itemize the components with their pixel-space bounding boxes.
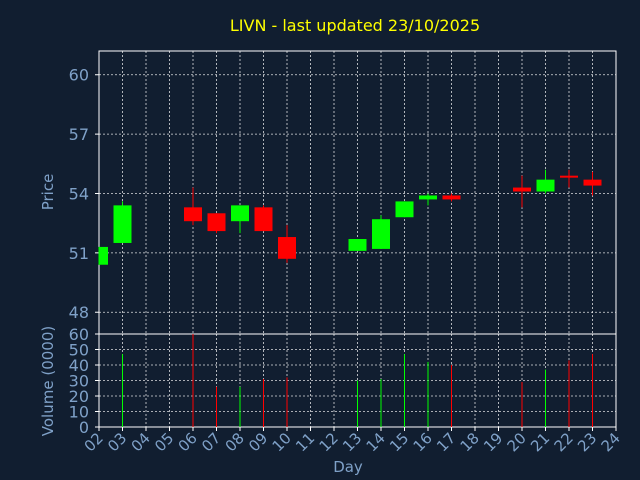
candle-body	[184, 207, 202, 222]
candle	[560, 169, 578, 188]
candle	[536, 169, 555, 194]
candle	[278, 225, 296, 263]
candle	[395, 201, 414, 218]
candle-body	[348, 239, 367, 251]
day-axis-ticks: 0203040506070809101112131415161718192021…	[81, 427, 624, 455]
price-tick-label: 60	[69, 66, 89, 85]
price-tick-label: 48	[69, 303, 89, 322]
candle-body	[99, 246, 108, 265]
price-tick-label: 57	[69, 125, 89, 144]
price-tick-label: 54	[69, 184, 89, 203]
volume-tick-label: 0	[79, 418, 89, 437]
candle-body	[372, 219, 390, 249]
candle	[442, 193, 461, 202]
candle	[513, 175, 531, 208]
candle-body	[560, 175, 578, 178]
candle	[113, 201, 132, 243]
volume-tick-label: 60	[69, 325, 89, 344]
candle-body	[395, 201, 414, 218]
candle	[98, 246, 108, 265]
candlestick-series	[98, 169, 602, 265]
candle-body	[419, 195, 437, 200]
candle-body	[207, 213, 226, 232]
volume-tick-label: 40	[69, 356, 89, 375]
volume-series	[122, 334, 593, 427]
price-tick-label: 51	[69, 244, 89, 263]
candle	[348, 239, 367, 251]
volume-tick-label: 10	[69, 403, 89, 422]
candle-body	[442, 195, 461, 200]
candle-body	[583, 179, 602, 186]
candle	[207, 213, 226, 234]
price-axis-label: Price	[39, 174, 57, 211]
candle	[583, 171, 602, 196]
volume-tick-label: 50	[69, 341, 89, 360]
price-axis-ticks: 48 51 54 57 60	[69, 66, 99, 322]
candle	[254, 205, 273, 232]
candle-body	[231, 205, 249, 222]
candle	[231, 205, 249, 234]
candle-body	[278, 237, 296, 259]
volume-tick-label: 20	[69, 387, 89, 406]
volume-axis-label: Volume (0000)	[39, 326, 57, 436]
chart-title: LIVN - last updated 23/10/2025	[230, 16, 480, 35]
candle	[372, 215, 390, 249]
day-axis-label: Day	[333, 458, 363, 476]
volume-tick-label: 30	[69, 372, 89, 391]
candle-body	[113, 205, 132, 243]
candle	[184, 187, 202, 226]
candle-body	[536, 179, 555, 192]
candle-body	[513, 187, 531, 192]
candle-body	[254, 207, 273, 232]
candle	[419, 193, 437, 206]
